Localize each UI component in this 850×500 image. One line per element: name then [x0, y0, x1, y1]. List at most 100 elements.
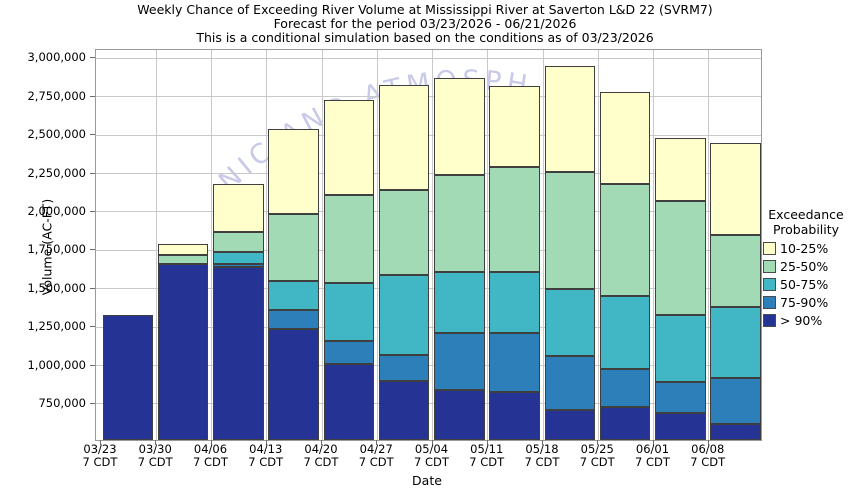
y-tick-label: 1,500,000	[27, 280, 86, 295]
legend-label: 50-75%	[780, 277, 829, 292]
x-tick-date: 03/30	[138, 442, 172, 456]
x-axis-title: Date	[412, 473, 442, 488]
bar-segment-03-30	[157, 264, 209, 440]
legend-label: > 90%	[780, 313, 823, 328]
bar-segment-05-18	[544, 66, 595, 173]
bar-segment-05-18	[544, 410, 595, 440]
y-tick-label: 1,000,000	[27, 357, 86, 372]
bar-segment-05-25	[599, 368, 651, 407]
x-tick-date: 06/08	[691, 442, 725, 456]
legend-item: 75-90%	[763, 295, 849, 310]
v-gridline	[653, 50, 654, 440]
x-axis-tick	[707, 440, 709, 445]
legend-items: 10-25% 25-50% 50-75% 75-90% > 90%	[763, 241, 849, 328]
legend-item: 25-50%	[763, 259, 849, 274]
legend-swatch	[763, 296, 776, 309]
y-axis-tick	[90, 402, 95, 404]
bar-segment-05-04	[434, 271, 485, 334]
x-axis-tick	[431, 440, 433, 445]
y-tick-label: 2,750,000	[27, 88, 86, 103]
y-tick-label: 1,750,000	[27, 242, 86, 257]
bar-segment-06-01	[655, 413, 706, 440]
chart-title-line3: This is a conditional simulation based o…	[196, 30, 654, 45]
chart-title-line2: Forecast for the period 03/23/2026 - 06/…	[273, 16, 577, 31]
x-tick-date: 05/04	[414, 442, 449, 456]
bar-segment-05-25	[599, 184, 651, 297]
x-tick-label: 04/27 7 CDT	[346, 443, 406, 469]
y-axis-tick	[90, 210, 95, 212]
plot-area: NIC AND ATMOSPH	[95, 49, 762, 441]
bar-segment-05-25	[599, 296, 651, 369]
bar-segment-04-27	[378, 190, 430, 275]
v-gridline	[432, 50, 433, 440]
v-gridline	[708, 50, 710, 440]
x-tick-time: 7 CDT	[469, 455, 505, 469]
bar-segment-05-11	[489, 333, 540, 392]
chart-title-block: Weekly Chance of Exceeding River Volume …	[0, 3, 850, 45]
bar-segment-05-11	[489, 167, 540, 272]
v-gridline	[597, 50, 599, 440]
bar-segment-03-30	[157, 244, 209, 255]
bar-segment-04-13	[268, 328, 319, 440]
x-axis-tick	[652, 440, 654, 445]
legend-item: > 90%	[763, 313, 849, 328]
bar-segment-06-08	[710, 142, 761, 236]
x-tick-label: 04/06 7 CDT	[181, 443, 241, 469]
bar-segment-04-06	[213, 251, 264, 265]
y-axis-tick	[90, 364, 95, 366]
x-tick-time: 7 CDT	[690, 455, 726, 469]
bar-segment-05-04	[434, 333, 485, 391]
x-tick-time: 7 CDT	[579, 455, 615, 469]
chart-title-line1: Weekly Chance of Exceeding River Volume …	[137, 2, 713, 17]
x-tick-time: 7 CDT	[248, 455, 284, 469]
y-axis-tick	[90, 134, 95, 136]
y-axis-tick	[90, 249, 95, 251]
y-axis-tick	[90, 326, 95, 328]
x-tick-time: 7 CDT	[358, 455, 394, 469]
x-axis-tick	[597, 440, 599, 445]
bar-segment-06-01	[655, 138, 706, 202]
x-tick-time: 7 CDT	[303, 455, 339, 469]
bar-segment-04-13	[268, 129, 319, 214]
legend-swatch	[763, 314, 776, 327]
bar-segment-06-08	[710, 307, 761, 378]
bar-segment-04-20	[323, 282, 374, 341]
bar-segment-05-18	[544, 172, 595, 289]
x-axis-tick	[210, 440, 212, 445]
bar-segment-03-30	[157, 254, 209, 265]
bar-segment-06-01	[655, 314, 706, 383]
x-tick-date: 04/13	[249, 442, 283, 456]
bar-segment-05-18	[544, 288, 595, 357]
bar-segment-04-13	[268, 213, 319, 282]
x-axis-tick	[321, 440, 322, 445]
y-tick-label: 2,000,000	[27, 203, 86, 218]
x-axis-tick	[486, 440, 488, 445]
bar-segment-04-20	[323, 195, 374, 283]
bar-segment-04-27	[378, 84, 430, 191]
bar-segment-04-27	[378, 354, 430, 381]
x-tick-label: 06/01 7 CDT	[623, 443, 683, 469]
x-axis-tick	[265, 440, 267, 445]
bar-segment-05-18	[544, 356, 595, 411]
y-tick-label: 1,250,000	[27, 319, 86, 334]
x-tick-label: 03/30 7 CDT	[125, 443, 185, 469]
x-axis-tick	[100, 440, 101, 445]
x-axis-tick	[155, 440, 157, 445]
x-tick-time: 7 CDT	[137, 455, 173, 469]
bar-segment-06-01	[655, 201, 706, 315]
y-axis-tick	[90, 172, 95, 174]
v-gridline	[211, 50, 212, 440]
legend-title-line1: Exceedance	[768, 207, 844, 222]
x-tick-label: 05/18 7 CDT	[512, 443, 572, 469]
x-tick-time: 7 CDT	[82, 455, 118, 469]
x-axis-tick	[376, 440, 378, 445]
legend: Exceedance Probability 10-25% 25-50% 50-75…	[763, 207, 849, 328]
legend-item: 50-75%	[763, 277, 849, 292]
legend-swatch	[763, 242, 776, 255]
bar-segment-03-23	[102, 314, 153, 440]
x-tick-label: 05/25 7 CDT	[567, 443, 627, 469]
bar-segment-05-11	[489, 391, 540, 440]
y-tick-label: 750,000	[38, 395, 86, 410]
x-tick-date: 05/18	[525, 442, 559, 456]
